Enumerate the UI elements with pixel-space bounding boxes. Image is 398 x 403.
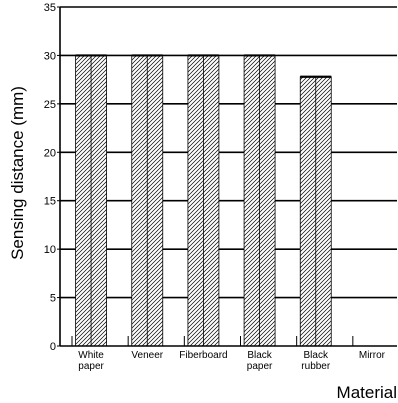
y-tick-label-20: 20 <box>44 147 56 159</box>
y-tick-label-15: 15 <box>44 196 56 208</box>
x-tick-label-4-1: rubber <box>301 361 331 372</box>
x-tick-label-5-0: Mirror <box>359 350 386 361</box>
axes <box>57 6 397 347</box>
y-tick-label-30: 30 <box>44 50 56 62</box>
x-tick-label-0-0: White <box>78 350 104 361</box>
bars <box>75 54 332 347</box>
y-tick-label-25: 25 <box>44 99 56 111</box>
x-tick-label-4-0: Black <box>304 350 329 361</box>
grid-lines <box>60 6 397 299</box>
x-tick-label-3-0: Black <box>247 350 272 361</box>
x-tick-label-0-1: paper <box>78 361 104 372</box>
x-tick-label-3-1: paper <box>247 361 273 372</box>
x-tick-label-1-0: Veneer <box>131 350 163 361</box>
y-tick-label-0: 0 <box>50 341 56 353</box>
y-tick-label-35: 35 <box>44 2 56 14</box>
y-tick-label-5: 5 <box>50 293 56 305</box>
y-tick-label-10: 10 <box>44 244 56 256</box>
x-axis-label: Material <box>337 383 397 402</box>
y-axis-label: Sensing distance (mm) <box>8 86 27 260</box>
x-tick-label-2-0: Fiberboard <box>179 350 227 361</box>
